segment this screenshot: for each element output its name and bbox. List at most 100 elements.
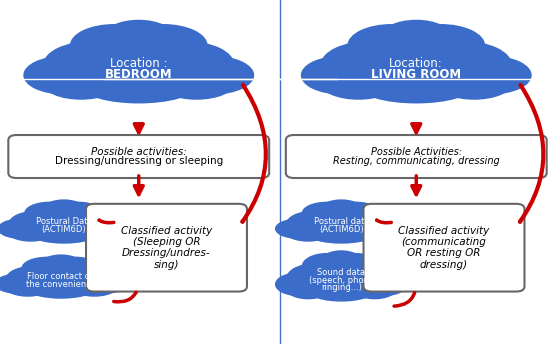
Text: Classified activity: Classified activity	[121, 226, 212, 236]
Text: (speech, phone: (speech, phone	[309, 276, 374, 285]
Ellipse shape	[82, 273, 128, 294]
Text: LIVING ROOM: LIVING ROOM	[371, 68, 461, 81]
Text: OR resting OR: OR resting OR	[407, 248, 481, 258]
Ellipse shape	[286, 264, 342, 292]
Ellipse shape	[6, 280, 49, 297]
Text: Postural data: Postural data	[314, 217, 369, 226]
Ellipse shape	[74, 41, 203, 103]
Ellipse shape	[286, 225, 330, 242]
Ellipse shape	[43, 200, 84, 217]
Ellipse shape	[174, 56, 254, 94]
Text: Possible activities:: Possible activities:	[91, 147, 186, 157]
Ellipse shape	[9, 225, 52, 242]
FancyBboxPatch shape	[8, 135, 269, 178]
FancyArrowPatch shape	[377, 220, 391, 223]
Text: BEDROOM: BEDROOM	[105, 68, 173, 81]
Ellipse shape	[304, 211, 379, 243]
Ellipse shape	[275, 218, 321, 239]
Ellipse shape	[340, 211, 396, 236]
Ellipse shape	[302, 253, 353, 279]
Ellipse shape	[0, 273, 41, 294]
Text: Dressing/undressing or sleeping: Dressing/undressing or sleeping	[54, 156, 223, 166]
Ellipse shape	[9, 211, 65, 236]
Ellipse shape	[159, 68, 234, 100]
Ellipse shape	[43, 68, 119, 100]
Ellipse shape	[103, 20, 174, 54]
Ellipse shape	[275, 272, 321, 296]
Text: Classified activity: Classified activity	[398, 226, 490, 236]
Ellipse shape	[137, 41, 234, 88]
Ellipse shape	[304, 263, 379, 301]
Ellipse shape	[353, 280, 396, 299]
Ellipse shape	[321, 41, 418, 88]
Ellipse shape	[302, 202, 353, 224]
Text: (Sleeping OR: (Sleeping OR	[133, 237, 200, 247]
Text: (communicating: (communicating	[402, 237, 486, 247]
FancyArrowPatch shape	[99, 220, 114, 223]
Ellipse shape	[330, 253, 381, 279]
Ellipse shape	[414, 41, 512, 88]
Ellipse shape	[27, 211, 101, 243]
Ellipse shape	[23, 56, 103, 94]
Text: the convenience: the convenience	[26, 280, 96, 289]
Ellipse shape	[347, 24, 436, 67]
Text: Dressing/undres-: Dressing/undres-	[122, 248, 211, 258]
Text: ringing...): ringing...)	[321, 283, 362, 292]
Text: Sound data: Sound data	[317, 268, 365, 277]
FancyBboxPatch shape	[86, 204, 247, 291]
Text: (ACTIM6D): (ACTIM6D)	[319, 225, 364, 234]
Ellipse shape	[43, 41, 141, 88]
Ellipse shape	[83, 72, 194, 104]
Ellipse shape	[321, 250, 362, 271]
Ellipse shape	[63, 211, 119, 236]
Ellipse shape	[362, 218, 408, 239]
Ellipse shape	[286, 280, 330, 299]
Ellipse shape	[119, 24, 208, 67]
Ellipse shape	[436, 68, 512, 100]
Ellipse shape	[361, 72, 472, 104]
Ellipse shape	[321, 68, 396, 100]
FancyArrowPatch shape	[520, 85, 543, 222]
Text: Possible Activities:: Possible Activities:	[371, 147, 462, 157]
Ellipse shape	[32, 227, 96, 244]
Ellipse shape	[6, 266, 62, 291]
Text: Location:: Location:	[390, 57, 443, 70]
Text: sing): sing)	[154, 260, 179, 270]
FancyArrowPatch shape	[114, 292, 136, 302]
Ellipse shape	[396, 24, 485, 67]
Text: Floor contact on: Floor contact on	[27, 272, 95, 281]
Ellipse shape	[452, 56, 532, 94]
Ellipse shape	[330, 202, 381, 224]
Text: Postural Data: Postural Data	[36, 217, 92, 226]
FancyArrowPatch shape	[394, 293, 415, 306]
Text: (ACTIM6D): (ACTIM6D)	[42, 225, 86, 234]
Ellipse shape	[24, 202, 75, 224]
FancyBboxPatch shape	[364, 204, 524, 291]
Ellipse shape	[362, 272, 408, 296]
Ellipse shape	[49, 257, 100, 279]
Ellipse shape	[22, 257, 73, 279]
Ellipse shape	[310, 227, 373, 244]
FancyArrowPatch shape	[243, 85, 266, 222]
Ellipse shape	[52, 202, 103, 224]
Ellipse shape	[321, 200, 362, 217]
Text: Location :: Location :	[110, 57, 168, 70]
Ellipse shape	[340, 264, 396, 292]
Ellipse shape	[73, 280, 116, 297]
Ellipse shape	[60, 266, 116, 291]
Ellipse shape	[0, 218, 43, 239]
Text: dressing): dressing)	[420, 260, 468, 270]
FancyBboxPatch shape	[286, 135, 547, 178]
Ellipse shape	[353, 225, 396, 242]
Ellipse shape	[301, 56, 381, 94]
Ellipse shape	[310, 282, 373, 302]
Ellipse shape	[70, 24, 159, 67]
Ellipse shape	[352, 41, 481, 103]
Ellipse shape	[24, 266, 98, 298]
Ellipse shape	[75, 225, 119, 242]
Ellipse shape	[41, 255, 82, 272]
Text: Resting, communicating, dressing: Resting, communicating, dressing	[333, 156, 500, 166]
Ellipse shape	[381, 20, 452, 54]
Ellipse shape	[84, 218, 130, 239]
Ellipse shape	[286, 211, 342, 236]
